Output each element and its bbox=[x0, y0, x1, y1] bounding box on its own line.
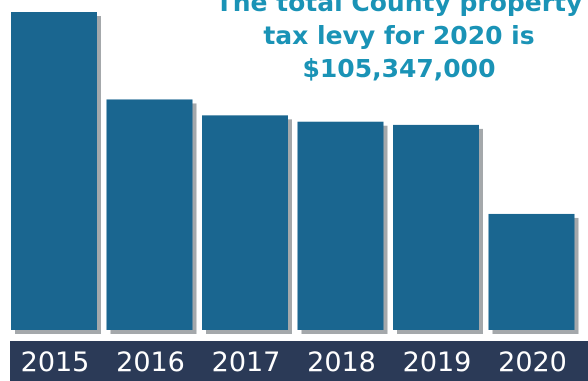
annotation-line-3: $105,347,000 bbox=[302, 54, 496, 83]
bar-2020 bbox=[488, 213, 575, 330]
bar-2015 bbox=[11, 12, 97, 330]
annotation-line-1: The total County property bbox=[215, 0, 583, 17]
bar-2016 bbox=[106, 99, 193, 330]
x-tick-label-2020: 2020 bbox=[498, 347, 567, 378]
x-tick-label-2016: 2016 bbox=[116, 347, 185, 378]
x-tick-label-2019: 2019 bbox=[403, 347, 472, 378]
annotation-line-2: tax levy for 2020 is bbox=[263, 21, 535, 50]
chart-annotation: The total County property tax levy for 2… bbox=[210, 0, 588, 85]
x-tick-label-2017: 2017 bbox=[212, 347, 281, 378]
x-tick-label-2015: 2015 bbox=[21, 347, 90, 378]
bar-2019 bbox=[393, 124, 479, 330]
x-tick-label-2018: 2018 bbox=[307, 347, 376, 378]
bar-2018 bbox=[297, 121, 384, 331]
x-axis-band bbox=[10, 341, 588, 381]
bar-2017 bbox=[202, 115, 288, 330]
